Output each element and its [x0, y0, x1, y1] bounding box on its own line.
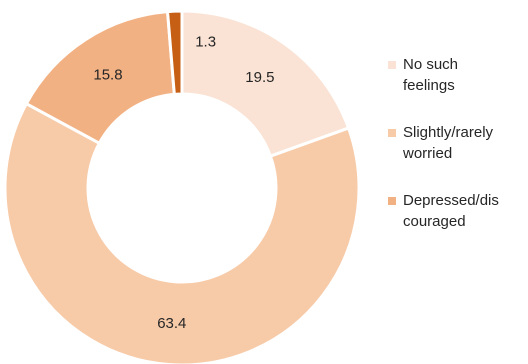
- slice-value-label: 1.3: [195, 33, 216, 50]
- slice-value-label: 15.8: [93, 67, 122, 84]
- donut-slice-3: [165, 9, 184, 96]
- legend-label-line1: No such: [403, 56, 459, 73]
- slice-value-label: 63.4: [157, 315, 186, 332]
- chart-legend: No such feelings Slightly/rarely worried…: [388, 54, 526, 258]
- slice-value-label: 19.5: [245, 69, 274, 86]
- legend-label-line2: feelings: [403, 77, 455, 94]
- donut-chart: 19.5 63.4 15.8 1.3: [3, 9, 361, 364]
- legend-swatch-slightly-rarely-worried: [388, 129, 396, 137]
- legend-swatch-depressed-discouraged: [388, 197, 396, 205]
- legend-swatch-no-such-feelings: [388, 61, 396, 69]
- legend-item-no-such-feelings: No such feelings: [388, 54, 526, 96]
- legend-item-depressed-discouraged: Depressed/dis couraged: [388, 190, 526, 232]
- donut-slice-1: [3, 101, 361, 364]
- legend-label-line2: couraged: [403, 213, 466, 230]
- donut-slice-0: [180, 9, 351, 159]
- legend-label-line2: worried: [403, 145, 453, 162]
- legend-item-slightly-rarely-worried: Slightly/rarely worried: [388, 122, 526, 164]
- legend-label-line1: Depressed/dis: [403, 192, 499, 209]
- legend-label-line1: Slightly/rarely: [403, 124, 494, 141]
